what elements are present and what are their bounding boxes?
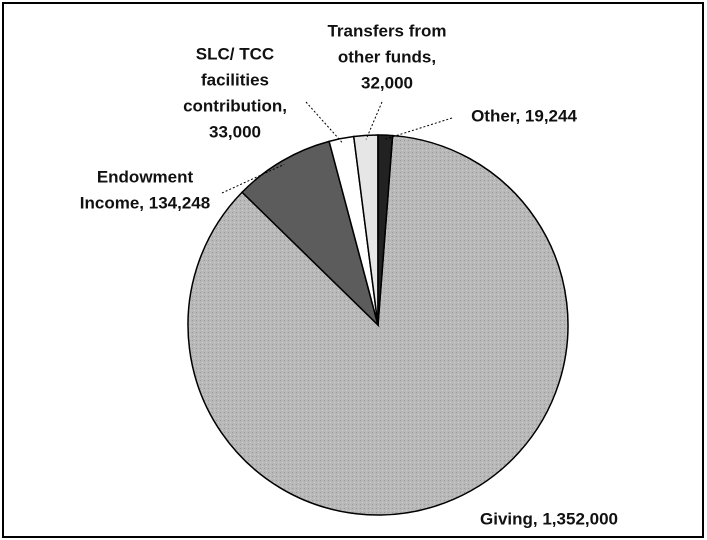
leader-line xyxy=(305,101,343,143)
pie-slice xyxy=(241,140,380,328)
data-label: Other, 19,244 xyxy=(471,106,577,125)
data-label: other funds, xyxy=(338,47,436,66)
leader-line xyxy=(221,163,285,194)
data-label: Endowment xyxy=(97,167,194,186)
pie-slice xyxy=(377,134,394,326)
data-label: 32,000 xyxy=(361,73,413,92)
leader-line xyxy=(365,101,383,140)
data-label: Transfers from xyxy=(327,21,446,40)
data-label: Giving, 1,352,000 xyxy=(480,509,618,528)
data-label: facilities xyxy=(201,70,269,89)
data-label: SLC/ TCC xyxy=(196,44,274,63)
data-label: 33,000 xyxy=(209,122,261,141)
data-label: contribution, xyxy=(183,96,287,115)
data-label: Income, 134,248 xyxy=(80,193,210,212)
